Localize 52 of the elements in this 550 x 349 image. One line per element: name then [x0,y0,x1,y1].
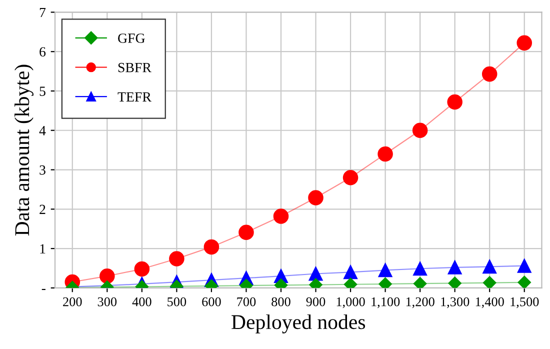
point [413,262,428,276]
y-tick-label: - [42,288,46,290]
point [448,276,462,288]
point [482,260,497,274]
y-tick-label: 1 [40,244,46,254]
x-tick-label: 600 [202,297,221,306]
x-tick-label: 1,400 [476,297,504,308]
point [342,170,358,186]
point [344,265,358,280]
point [308,266,323,281]
point [169,251,184,266]
point [238,224,254,240]
x-axis-title: Deployed nodes [232,314,366,334]
point [204,239,220,255]
y-tick-label: 4 [39,126,46,136]
x-tick-label: 200 [63,297,82,306]
point [134,261,150,277]
point [273,208,289,224]
point [517,258,532,273]
point [412,122,428,138]
legend-label: TEFR [118,92,152,102]
x-tick-label: 1,300 [441,297,470,308]
y-tick-label: 3 [40,165,46,175]
x-tick-label: 800 [272,297,290,306]
x-tick-label: 1,500 [510,297,539,308]
point [447,94,462,110]
x-tick-label: 1,100 [372,297,400,308]
x-tick-label: 900 [306,297,326,306]
point [413,277,427,288]
x-tick-label: 500 [168,297,186,306]
x-tick-label: 700 [237,297,256,306]
point [518,276,531,288]
point [100,268,115,284]
point [516,35,532,51]
point [482,66,498,82]
point [483,276,496,288]
y-axis-title: Data amount (kbyte) [14,64,34,236]
y-tick-label: 5 [40,86,46,96]
y-tick-label: 6 [40,47,46,57]
x-tick-label: 1,200 [406,297,434,308]
y-tick-label: 7 [40,8,46,18]
x-tick-label: 1,000 [336,297,365,308]
point [378,277,392,288]
point [308,190,324,206]
x-tick-label: 400 [132,297,152,306]
y-tick-label: 2 [40,204,46,214]
x-tick-label: 300 [98,297,117,306]
point [378,146,393,162]
legend-label: GFG [118,34,145,43]
point [378,263,392,278]
point [448,260,462,274]
legend-label: SBFR [118,62,152,72]
